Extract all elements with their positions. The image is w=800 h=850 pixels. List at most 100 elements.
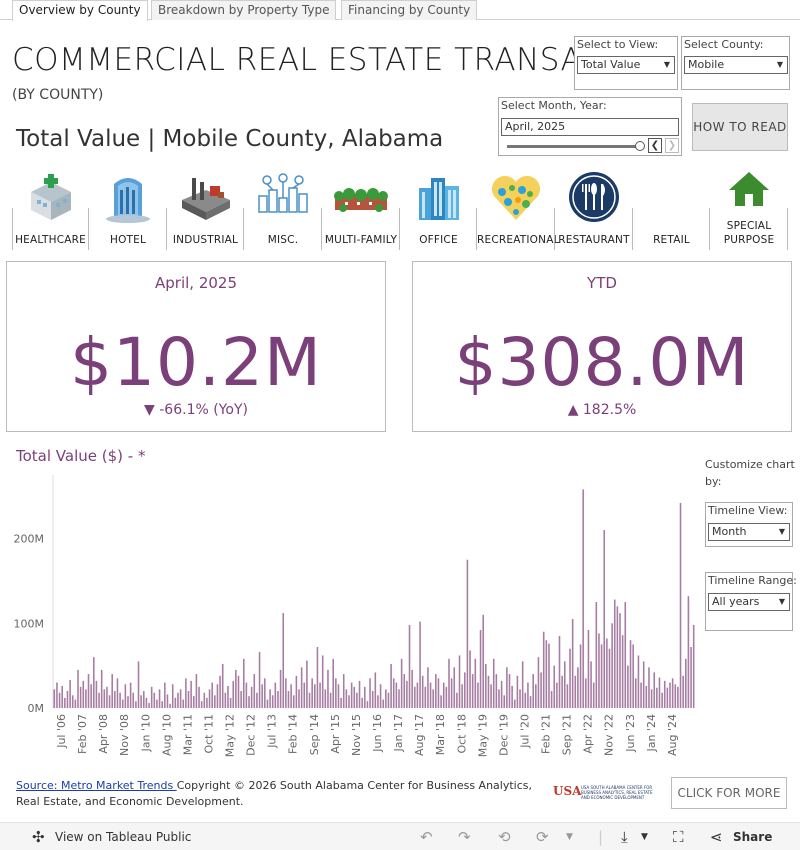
chart-bar[interactable] — [203, 692, 206, 708]
chart-bar[interactable] — [550, 691, 553, 708]
chart-bar[interactable] — [366, 701, 369, 708]
chart-bar[interactable] — [487, 675, 490, 708]
chart-bar[interactable] — [540, 672, 542, 708]
chart-bar[interactable] — [329, 692, 332, 708]
chart-bar[interactable] — [411, 669, 413, 708]
chart-bar[interactable] — [582, 489, 584, 708]
chart-bar[interactable] — [690, 647, 692, 708]
view-on-tableau-public-link[interactable]: View on Tableau Public — [55, 830, 192, 844]
chart-bar[interactable] — [371, 691, 374, 708]
chart-bar[interactable] — [437, 678, 440, 708]
chart-bar[interactable] — [469, 650, 471, 708]
chart-bar[interactable] — [616, 606, 619, 708]
chart-bar[interactable] — [527, 682, 529, 708]
click-for-more-button[interactable]: CLICK FOR MORE ... — [671, 777, 787, 830]
chart-bar[interactable] — [637, 655, 640, 708]
chart-bar[interactable] — [679, 502, 682, 708]
category-hotel[interactable]: HOTEL — [89, 168, 167, 250]
chart-bar[interactable] — [61, 685, 63, 708]
chart-bar[interactable] — [124, 684, 127, 708]
chart-bar[interactable] — [400, 658, 403, 708]
chart-bar[interactable] — [529, 696, 532, 708]
chart-bar[interactable] — [66, 691, 69, 708]
total-value-chart[interactable]: 0M 100M 200M Jul '06 Feb '07 Apr '08 Nov '08 Ja… — [0, 470, 700, 770]
chart-bar[interactable] — [398, 689, 400, 708]
tab-financing-by-county[interactable]: Financing by County — [341, 0, 478, 20]
chart-bar[interactable] — [448, 658, 450, 708]
chart-bar[interactable] — [342, 674, 345, 708]
chart-bar[interactable] — [116, 678, 119, 708]
chart-bar[interactable] — [156, 699, 158, 708]
month-slider-track[interactable] — [507, 145, 641, 148]
chart-bar[interactable] — [282, 613, 285, 708]
chart-bar[interactable] — [427, 667, 429, 708]
chart-bar[interactable] — [635, 678, 637, 708]
chart-bar[interactable] — [129, 682, 132, 708]
chart-bar[interactable] — [677, 686, 679, 708]
chart-bar[interactable] — [442, 682, 445, 708]
chart-bar[interactable] — [121, 699, 124, 708]
chart-bar[interactable] — [90, 684, 92, 708]
chart-bar[interactable] — [240, 691, 242, 708]
undo-icon[interactable]: ↶ — [420, 828, 433, 846]
chart-bar[interactable] — [585, 678, 587, 708]
chart-bar[interactable] — [171, 684, 174, 708]
chart-bar[interactable] — [656, 687, 658, 708]
chart-bar[interactable] — [385, 689, 387, 708]
chart-bar[interactable] — [606, 638, 608, 708]
chart-bar[interactable] — [321, 655, 324, 708]
chart-bar[interactable] — [237, 675, 240, 708]
chart-bar[interactable] — [669, 682, 671, 708]
chart-bar[interactable] — [498, 689, 500, 708]
category-industrial[interactable]: INDUSTRIAL — [167, 168, 244, 250]
chart-bar[interactable] — [611, 623, 613, 708]
chart-bar[interactable] — [200, 701, 203, 708]
chart-bar[interactable] — [613, 599, 616, 708]
chart-bar[interactable] — [298, 689, 300, 708]
chart-bar[interactable] — [216, 684, 219, 708]
chart-bar[interactable] — [350, 682, 353, 708]
chart-bar[interactable] — [419, 621, 421, 708]
chart-bar[interactable] — [250, 686, 253, 708]
category-recreational[interactable]: RECREATIONAL — [477, 168, 559, 250]
chart-bar[interactable] — [95, 680, 98, 708]
chart-bar[interactable] — [103, 689, 106, 708]
next-month-icon[interactable]: ❯ — [665, 138, 679, 153]
revert-icon[interactable]: ⟲ — [498, 828, 511, 846]
chart-bar[interactable] — [127, 696, 129, 708]
chart-bar[interactable] — [161, 701, 163, 708]
chart-bar[interactable] — [387, 692, 390, 708]
category-misc[interactable]: MISC. — [244, 168, 322, 250]
chart-bar[interactable] — [471, 674, 474, 708]
chart-bar[interactable] — [108, 695, 111, 708]
chart-bar[interactable] — [292, 695, 295, 708]
chart-bar[interactable] — [461, 684, 463, 708]
tab-breakdown-by-property-type[interactable]: Breakdown by Property Type — [151, 0, 337, 20]
chart-bar[interactable] — [232, 680, 235, 708]
chart-bar[interactable] — [653, 672, 656, 708]
chart-bar[interactable] — [253, 674, 256, 708]
redo-icon[interactable]: ↷ — [458, 828, 471, 846]
chart-bar[interactable] — [358, 680, 361, 708]
chart-bar[interactable] — [308, 692, 311, 708]
chart-bar[interactable] — [153, 692, 156, 708]
chart-bar[interactable] — [335, 678, 337, 708]
chart-bar[interactable] — [671, 678, 674, 708]
chart-bar[interactable] — [492, 658, 495, 708]
chart-bar[interactable] — [177, 692, 179, 708]
chart-bar[interactable] — [692, 624, 695, 708]
chart-bar[interactable] — [482, 614, 484, 708]
chart-bar[interactable] — [69, 680, 71, 708]
chart-bar[interactable] — [566, 684, 569, 708]
chart-bar[interactable] — [403, 674, 406, 708]
chart-bar[interactable] — [229, 697, 232, 708]
chart-bar[interactable] — [450, 678, 453, 708]
chart-bar[interactable] — [682, 675, 684, 708]
chart-bar[interactable] — [445, 686, 448, 708]
category-special-purpose[interactable]: SPECIAL PURPOSE — [710, 168, 788, 250]
chart-bar[interactable] — [661, 692, 663, 708]
chart-bar[interactable] — [327, 669, 329, 708]
chart-bar[interactable] — [279, 669, 282, 708]
chart-bar[interactable] — [316, 647, 319, 708]
chart-bar[interactable] — [532, 674, 534, 708]
